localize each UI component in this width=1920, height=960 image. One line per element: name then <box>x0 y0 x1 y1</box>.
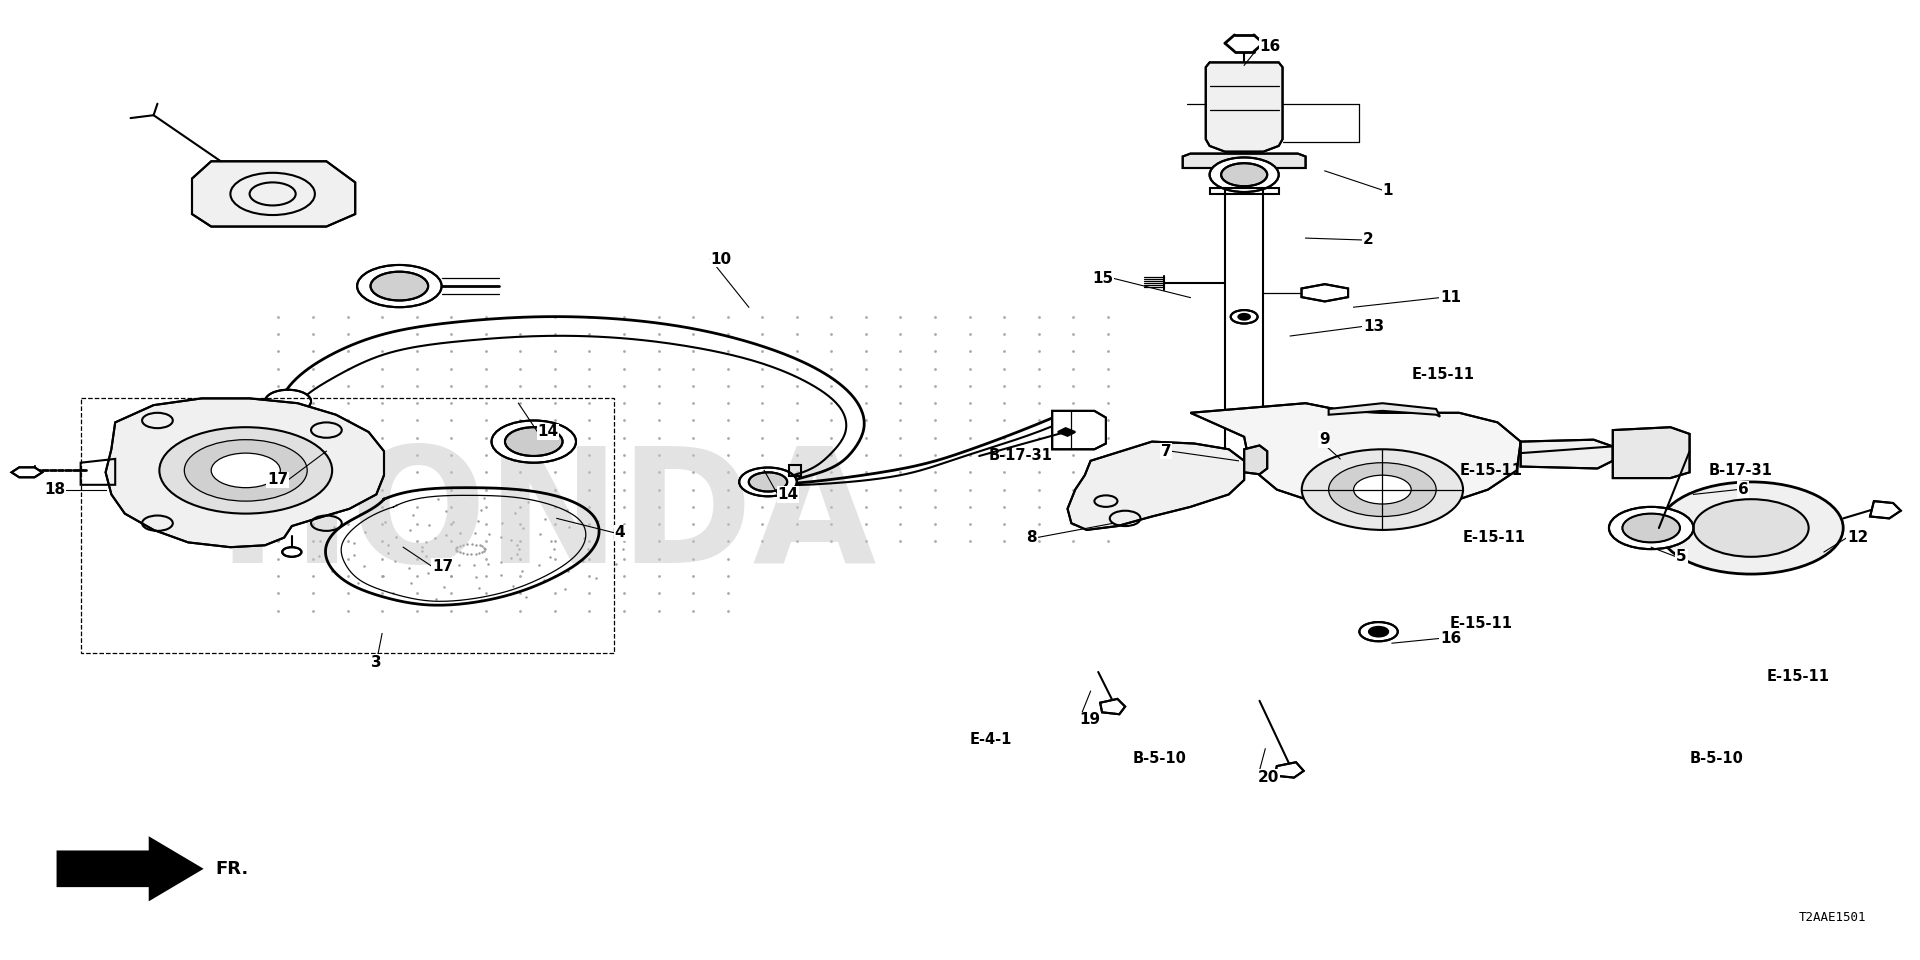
Circle shape <box>1302 449 1463 530</box>
Text: 3: 3 <box>371 655 382 670</box>
Text: B-5-10: B-5-10 <box>1133 751 1187 766</box>
Text: 6: 6 <box>1738 482 1749 497</box>
Text: HONDA: HONDA <box>217 441 877 596</box>
Circle shape <box>1210 157 1279 192</box>
Polygon shape <box>1058 428 1075 436</box>
Text: 17: 17 <box>432 559 453 574</box>
Text: E-15-11: E-15-11 <box>1766 669 1830 684</box>
Text: FR.: FR. <box>215 860 248 877</box>
Text: T2AAE1501: T2AAE1501 <box>1799 910 1866 924</box>
Polygon shape <box>1275 762 1304 778</box>
Circle shape <box>1693 499 1809 557</box>
Circle shape <box>1238 314 1250 320</box>
Text: 7: 7 <box>1160 444 1171 459</box>
Circle shape <box>1609 507 1693 549</box>
Text: 15: 15 <box>1092 271 1114 286</box>
Text: 17: 17 <box>267 472 288 488</box>
Text: 10: 10 <box>710 252 732 267</box>
Polygon shape <box>1870 501 1901 518</box>
Circle shape <box>371 272 428 300</box>
Polygon shape <box>12 468 42 477</box>
Circle shape <box>1369 627 1388 636</box>
Text: 5: 5 <box>1676 549 1688 564</box>
Text: 18: 18 <box>44 482 65 497</box>
Circle shape <box>184 440 307 501</box>
Text: 4: 4 <box>614 525 626 540</box>
Text: 12: 12 <box>1847 530 1868 545</box>
Circle shape <box>1231 310 1258 324</box>
Text: E-15-11: E-15-11 <box>1450 616 1513 632</box>
Polygon shape <box>1052 411 1106 449</box>
Circle shape <box>1329 463 1436 516</box>
Circle shape <box>1622 514 1680 542</box>
Circle shape <box>492 420 576 463</box>
Circle shape <box>749 472 787 492</box>
Polygon shape <box>1190 403 1521 509</box>
Text: 11: 11 <box>1440 290 1461 305</box>
Polygon shape <box>58 838 202 900</box>
Text: 9: 9 <box>1319 432 1331 447</box>
Text: 14: 14 <box>538 424 559 440</box>
Circle shape <box>1221 163 1267 186</box>
Polygon shape <box>1100 699 1125 714</box>
Text: E-15-11: E-15-11 <box>1411 367 1475 382</box>
Text: 19: 19 <box>1079 712 1100 728</box>
Polygon shape <box>1613 427 1690 478</box>
Polygon shape <box>1521 440 1613 468</box>
Circle shape <box>1359 622 1398 641</box>
Text: E-4-1: E-4-1 <box>970 732 1012 747</box>
Text: 14: 14 <box>778 487 799 502</box>
Circle shape <box>1659 482 1843 574</box>
Text: B-17-31: B-17-31 <box>989 448 1052 464</box>
Polygon shape <box>1206 62 1283 152</box>
Polygon shape <box>192 161 355 227</box>
Text: 13: 13 <box>1363 319 1384 334</box>
Polygon shape <box>106 398 384 547</box>
Polygon shape <box>1068 442 1244 530</box>
Circle shape <box>739 468 797 496</box>
Circle shape <box>265 390 311 413</box>
Text: 16: 16 <box>1260 38 1281 54</box>
Circle shape <box>211 453 280 488</box>
Polygon shape <box>1329 403 1440 417</box>
Circle shape <box>282 547 301 557</box>
Text: 20: 20 <box>1258 770 1279 785</box>
Text: 1: 1 <box>1382 182 1392 198</box>
Polygon shape <box>1183 154 1306 168</box>
Text: E-15-11: E-15-11 <box>1463 530 1526 545</box>
Text: 2: 2 <box>1363 232 1375 248</box>
Text: 16: 16 <box>1440 631 1461 646</box>
Text: B-5-10: B-5-10 <box>1690 751 1743 766</box>
Polygon shape <box>1302 284 1348 301</box>
Text: E-15-11: E-15-11 <box>1459 463 1523 478</box>
Polygon shape <box>1244 445 1267 474</box>
Circle shape <box>357 265 442 307</box>
Text: 8: 8 <box>1025 530 1037 545</box>
Circle shape <box>505 427 563 456</box>
Circle shape <box>1354 475 1411 504</box>
Text: B-17-31: B-17-31 <box>1709 463 1772 478</box>
Circle shape <box>159 427 332 514</box>
